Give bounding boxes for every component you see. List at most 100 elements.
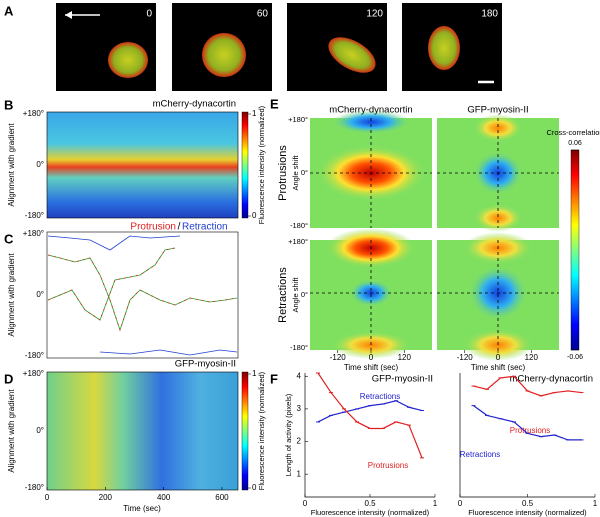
- x-tick-label: -120: [457, 353, 474, 362]
- x-tick-label: 120: [525, 353, 539, 362]
- panel-e-maps: [310, 110, 580, 361]
- column-title: GFP-myosin-II: [467, 105, 528, 116]
- x-tick-label: 1: [433, 499, 438, 508]
- blob: [331, 110, 411, 134]
- x-tick-label: 0: [496, 353, 501, 362]
- panel-label: D: [4, 371, 13, 386]
- trace: [47, 235, 181, 251]
- frame-time: 120: [366, 9, 383, 20]
- x-tick-label: 400: [157, 493, 171, 502]
- y-axis-label: Alignment with gradient: [7, 389, 16, 473]
- y-tick-label: 1: [297, 469, 302, 478]
- x-tick-label: 0: [369, 353, 374, 362]
- y-tick-label: +180°: [23, 229, 44, 238]
- chart-title: GFP-myosin-II: [372, 374, 433, 385]
- trace: [99, 349, 238, 356]
- x-tick-label: 1: [593, 499, 598, 508]
- x-axis-label: Fluorescence intensity (normalized): [311, 508, 430, 517]
- y-tick-label: 4: [297, 371, 302, 380]
- series-label: Protrusions: [368, 461, 408, 470]
- y-tick-label: -180°: [25, 211, 44, 220]
- colorbar-tick-label: 1: [252, 109, 257, 118]
- y-tick-label: 2: [297, 437, 302, 446]
- y-tick-label: -180°: [290, 343, 308, 352]
- y-axis-label: Alignment with gradient: [7, 253, 16, 337]
- row-title: Retractions: [277, 267, 289, 323]
- x-tick-label: 0: [45, 493, 50, 502]
- heatmap: [46, 371, 239, 491]
- colorbar-tick-label: 0: [252, 483, 257, 492]
- panel-label: E: [270, 96, 279, 111]
- x-axis-label: Time shift (sec): [471, 363, 526, 372]
- colorbar-tick-label: 0: [252, 211, 257, 220]
- y-axis-label: Angle shift: [291, 155, 300, 191]
- series-line: [317, 372, 423, 459]
- colorbar-label: Fluorescence intensity (normalized): [257, 105, 266, 224]
- colorbar: [570, 149, 580, 351]
- x-axis-label: Fluorescence intensity (normalized): [468, 508, 587, 517]
- y-axis-label: Length of activity (pixels): [284, 393, 293, 476]
- y-tick-label: +180°: [288, 115, 308, 124]
- panel-title: mCherry-dynacortin: [153, 99, 236, 110]
- colorbar: [241, 371, 249, 491]
- column-title: mCherry-dynacortin: [329, 105, 412, 116]
- y-axis-label: Angle shift: [291, 277, 300, 313]
- chart-title: mCherry-dynacortin: [510, 374, 593, 385]
- panel-title: GFP-myosin-II: [175, 359, 236, 370]
- colorbar-tick-label: 1: [252, 369, 257, 378]
- y-axis-label: Alignment with gradient: [7, 123, 16, 207]
- legend-entry: Retraction: [182, 222, 228, 233]
- x-axis-label: Time shift (sec): [344, 363, 399, 372]
- y-tick-label: 0°: [301, 168, 308, 177]
- x-axis-label: Time (sec): [123, 504, 161, 513]
- x-tick-label: 0.5: [364, 499, 376, 508]
- cell: [328, 37, 376, 73]
- x-tick-label: 0.5: [522, 499, 534, 508]
- trace: [47, 247, 176, 321]
- series-label: Retractions: [360, 392, 400, 401]
- heatmap: [46, 111, 239, 219]
- y-tick-label: +180°: [288, 237, 308, 246]
- colorbar-label: Fluorescence intensity (normalized): [257, 371, 266, 490]
- arrow-head: [65, 11, 72, 19]
- row-title: Protrusions: [277, 145, 289, 201]
- blob: [473, 204, 523, 232]
- panel-a-frames: [56, 3, 502, 91]
- frame-time: 60: [257, 9, 269, 20]
- x-tick-label: 600: [215, 493, 229, 502]
- trace: [47, 254, 238, 332]
- cell: [108, 42, 148, 78]
- panel-label: A: [4, 3, 14, 18]
- y-tick-label: -180°: [25, 483, 44, 492]
- x-tick-label: -120: [330, 353, 347, 362]
- panel-label: C: [4, 231, 14, 246]
- frame-time: 0: [146, 9, 152, 20]
- y-tick-label: 0°: [36, 290, 44, 299]
- y-tick-label: 0°: [36, 160, 44, 169]
- x-tick-label: 200: [99, 493, 113, 502]
- legend-entry: Protrusion: [130, 222, 176, 233]
- colorbar-tick-label: 0.06: [568, 140, 582, 147]
- y-tick-label: -180°: [25, 351, 44, 360]
- panel-label: F: [270, 371, 278, 386]
- colorbar-tick-label: -0.06: [567, 354, 583, 361]
- x-tick-label: 0: [458, 499, 463, 508]
- series-label: Protrusions: [510, 426, 550, 435]
- panel-label: B: [4, 97, 13, 112]
- legend-separator: /: [178, 222, 181, 233]
- cell: [428, 26, 460, 70]
- y-tick-label: 0°: [301, 290, 308, 299]
- blob: [473, 114, 523, 142]
- y-tick-label: 0°: [36, 426, 44, 435]
- crosshairs: [310, 118, 559, 350]
- x-tick-label: 0: [303, 499, 308, 508]
- x-tick-label: 120: [398, 353, 412, 362]
- y-tick-label: +180°: [23, 109, 44, 118]
- series-line: [317, 400, 423, 423]
- colorbar-title: Cross-correlation: [546, 128, 600, 137]
- track-traces: [47, 235, 238, 356]
- y-tick-label: +180°: [23, 369, 44, 378]
- series-label: Retractions: [460, 450, 500, 459]
